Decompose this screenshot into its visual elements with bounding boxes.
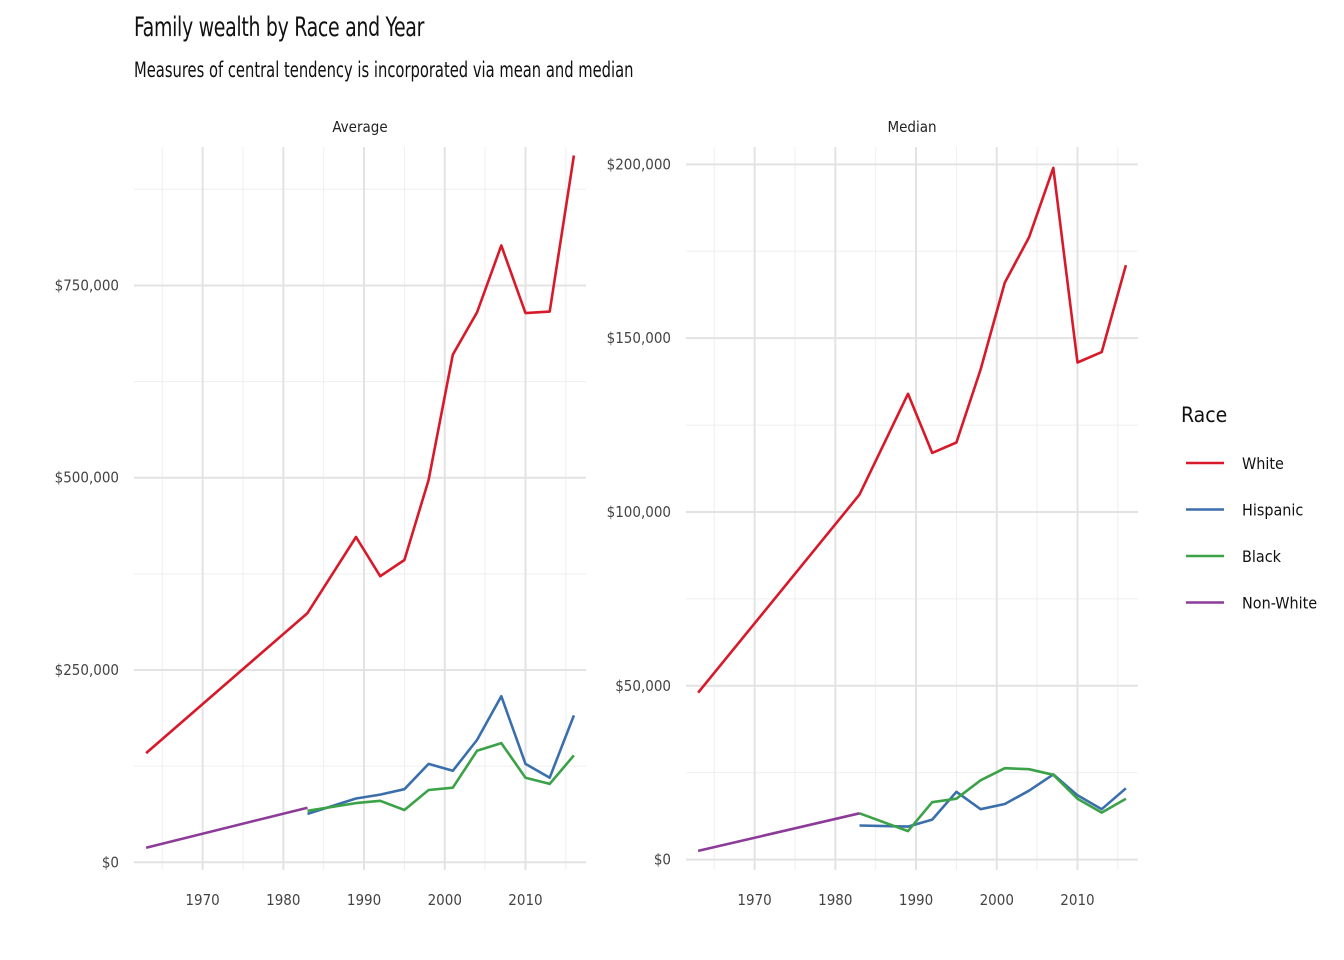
x-tick-label: 1990	[899, 891, 933, 909]
panel-strip-label: Median	[887, 118, 936, 136]
panel-average: Average $0 $250,000 $500,000 $750,000 1970 198…	[55, 118, 586, 909]
y-tick-label: $750,000	[55, 276, 119, 294]
x-tick-label: 2000	[980, 891, 1014, 909]
legend-label: Hispanic	[1242, 501, 1303, 520]
series-line-black	[307, 741, 575, 813]
x-tick-label: 1980	[818, 891, 852, 909]
legend-label: White	[1242, 454, 1284, 473]
y-tick-label: $50,000	[615, 677, 671, 695]
x-tick-label: 2000	[428, 891, 462, 909]
panel-strip-label: Average	[332, 118, 387, 136]
chart-title: Family wealth by Race and Year	[134, 12, 425, 43]
x-tick-label: 1980	[266, 891, 300, 909]
series-line-black	[859, 766, 1127, 833]
y-tick-label: $200,000	[607, 155, 671, 173]
panel-median: Median $0 $50,000 $100,000 $150,000 $200,000 1…	[607, 118, 1138, 909]
series-line-hispanic	[307, 694, 576, 816]
y-tick-label: $150,000	[607, 329, 671, 347]
x-tick-label: 2010	[1060, 891, 1094, 909]
x-tick-label: 1990	[347, 891, 381, 909]
y-tick-label: $0	[654, 851, 671, 869]
series-line-white	[697, 166, 1128, 694]
legend: Race White Hispanic Black Non-White	[1181, 403, 1317, 613]
series-line-non-white	[145, 806, 308, 849]
series-line-hispanic	[859, 773, 1127, 828]
y-tick-label: $0	[102, 853, 119, 871]
y-tick-label: $500,000	[55, 469, 119, 487]
x-tick-label: 1970	[737, 891, 771, 909]
x-tick-label: 1970	[185, 891, 219, 909]
chart-subtitle: Measures of central tendency is incorpor…	[134, 58, 634, 82]
legend-title: Race	[1181, 403, 1227, 427]
legend-label: Non-White	[1242, 594, 1317, 613]
legend-label: Black	[1242, 547, 1282, 566]
x-tick-label: 2010	[508, 891, 542, 909]
series-line-non-white	[697, 812, 860, 853]
series-line-white	[145, 155, 576, 755]
y-tick-label: $250,000	[55, 661, 119, 679]
y-tick-label: $100,000	[607, 503, 671, 521]
